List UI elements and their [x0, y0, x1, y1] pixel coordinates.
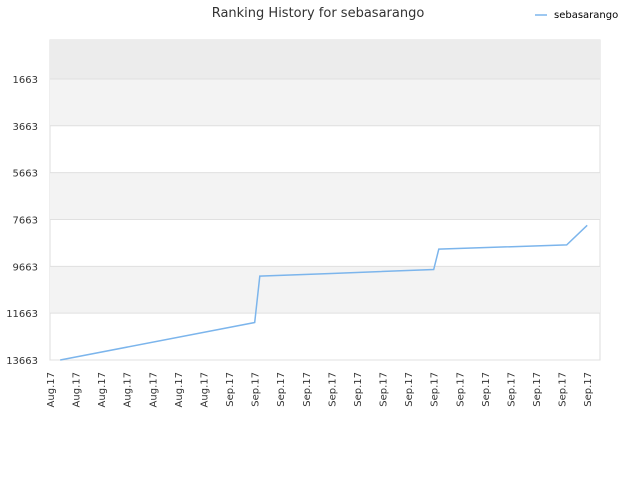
x-tick-label: Sep.17 — [251, 372, 262, 407]
x-tick-label: Aug.17 — [148, 372, 159, 407]
x-tick-label: Sep.17 — [455, 372, 466, 407]
y-tick-label: 11663 — [6, 309, 38, 320]
x-tick-label: Sep.17 — [302, 372, 313, 407]
grid-lines — [50, 78, 600, 361]
y-tick-label: 13663 — [6, 356, 38, 367]
y-tick-label: 9663 — [13, 262, 38, 273]
legend-label[interactable]: sebasarango — [554, 10, 618, 21]
x-tick-label: Sep.17 — [225, 372, 236, 407]
y-axis: 1663 3663 5663 7663 9663 11663 13663 — [6, 75, 38, 367]
x-tick-label: Sep.17 — [353, 372, 364, 407]
x-tick-label: Aug.17 — [123, 372, 134, 407]
x-tick-label: Sep.17 — [558, 372, 569, 407]
y-tick-label: 5663 — [13, 169, 38, 180]
x-tick-label: Sep.17 — [506, 372, 517, 407]
x-tick-label: Sep.17 — [379, 372, 390, 407]
x-axis: Aug.17 Aug.17 Aug.17 Aug.17 Aug.17 Aug.17 Aug.… — [46, 372, 594, 407]
series-line-0 — [60, 224, 588, 361]
x-tick-label: Aug.17 — [46, 372, 57, 407]
x-tick-label: Sep.17 — [276, 372, 287, 407]
plot-band — [50, 78, 600, 126]
x-tick-label: Sep.17 — [532, 372, 543, 407]
x-tick-label: Sep.17 — [481, 372, 492, 407]
y-tick-label: 1663 — [13, 75, 38, 86]
x-tick-label: Sep.17 — [404, 372, 415, 407]
x-tick-label: Aug.17 — [174, 372, 185, 407]
plot-band — [50, 40, 600, 79]
legend[interactable]: sebasarango — [535, 10, 618, 21]
x-tick-label: Sep.17 — [327, 372, 338, 407]
x-tick-label: Aug.17 — [97, 372, 108, 407]
y-tick-label: 7663 — [13, 215, 38, 226]
plot-background — [49, 39, 601, 361]
series-layer — [60, 224, 588, 361]
plot-band — [50, 172, 600, 220]
y-tick-label: 3663 — [13, 122, 38, 133]
chart-title: Ranking History for sebasarango — [212, 6, 425, 21]
x-tick-label: Aug.17 — [72, 372, 83, 407]
x-tick-label: Sep.17 — [430, 372, 441, 407]
x-tick-label: Aug.17 — [199, 372, 210, 407]
x-tick-label: Sep.17 — [583, 372, 594, 407]
